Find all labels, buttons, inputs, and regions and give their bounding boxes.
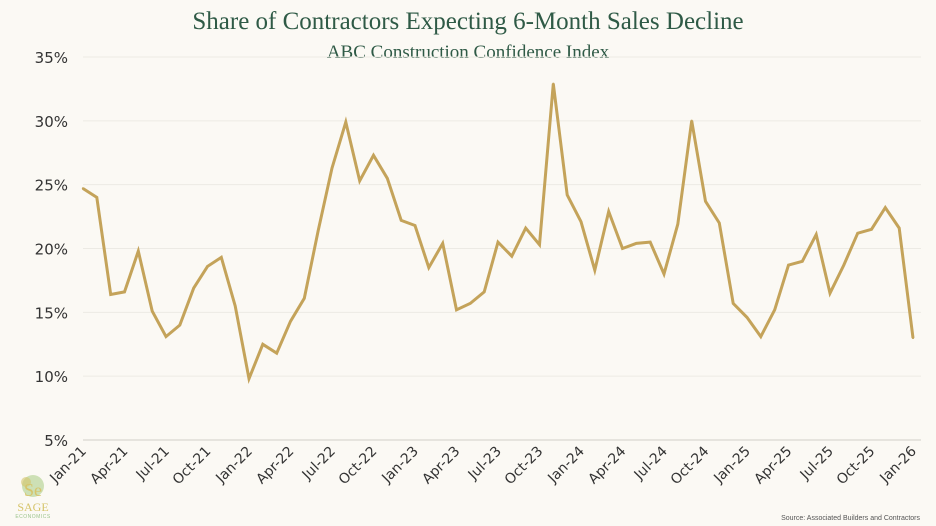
data-point [164, 335, 168, 338]
x-tick-label: Jan-25 [710, 444, 753, 487]
x-tick-label: Oct-25 [834, 444, 879, 489]
chart-title: Share of Contractors Expecting 6-Month S… [192, 8, 744, 35]
x-tick-label: Jul-21 [133, 444, 173, 484]
y-tick-label: 5% [44, 432, 68, 450]
data-point [358, 179, 361, 183]
x-tick-label: Apr-22 [253, 444, 297, 488]
x-tick-label: Jan-24 [544, 443, 588, 487]
source-note: Source: Associated Builders and Contract… [781, 515, 920, 522]
x-tick-label: Jul-25 [797, 444, 837, 484]
data-point [856, 231, 859, 235]
data-point [441, 242, 444, 245]
data-point [538, 243, 541, 246]
data-point [676, 223, 680, 226]
data-point [897, 226, 901, 230]
data-point [482, 290, 486, 294]
data-point [718, 221, 721, 225]
data-point [330, 166, 334, 170]
data-point [275, 351, 278, 355]
data-point [911, 336, 915, 340]
data-point [828, 291, 832, 295]
data-point [344, 120, 348, 124]
data-point [372, 154, 375, 157]
chart-subtitle: ABC Construction Confidence Index [326, 42, 610, 63]
data-point [206, 265, 209, 268]
logo-sub: ECONOMICS [15, 514, 51, 520]
data-point [510, 254, 514, 258]
y-tick-label: 25% [35, 177, 68, 195]
data-point [123, 290, 126, 294]
y-tick-label: 20% [35, 241, 68, 259]
data-point [427, 266, 431, 269]
data-point [801, 260, 804, 263]
data-point [579, 220, 583, 223]
data-point [842, 263, 846, 267]
data-point [773, 308, 776, 311]
data-point [496, 240, 500, 244]
x-tick-label: Jan-23 [378, 444, 421, 487]
x-tick-label: Apr-21 [87, 444, 131, 488]
y-tick-label: 15% [35, 304, 68, 322]
x-tick-label: Jul-24 [631, 443, 671, 483]
logo-word: SAGE [17, 500, 49, 514]
data-point [109, 293, 112, 296]
data-point [621, 247, 624, 250]
data-point [552, 82, 555, 86]
data-point [704, 200, 707, 203]
data-point [565, 193, 569, 197]
data-point [192, 286, 195, 290]
data-point [150, 309, 154, 313]
data-point [95, 196, 99, 199]
data-point [745, 316, 749, 319]
x-tick-label: Apr-24 [585, 443, 629, 487]
tree-icon: Se [21, 475, 44, 500]
x-tick-label: Oct-22 [336, 444, 381, 489]
data-point [870, 228, 873, 231]
x-tick-label: Jan-26 [876, 443, 920, 487]
data-point [814, 233, 818, 236]
y-tick-label: 10% [35, 368, 68, 386]
data-point [524, 226, 527, 230]
data-point [635, 242, 638, 245]
y-tick-label: 30% [35, 113, 68, 131]
data-point [607, 210, 610, 213]
data-point [289, 320, 292, 323]
data-point [884, 206, 887, 209]
x-tick-label: Oct-23 [502, 444, 547, 489]
series-line [82, 83, 915, 385]
data-point [731, 302, 735, 305]
x-tick-label: Apr-23 [419, 444, 463, 488]
y-tick-label: 35% [35, 49, 68, 67]
data-point [247, 377, 251, 380]
data-point [316, 229, 320, 232]
data-point [137, 249, 140, 253]
data-point [787, 263, 790, 267]
data-point [303, 297, 306, 300]
data-point [759, 335, 763, 338]
x-tick-label: Jan-22 [212, 444, 255, 487]
data-point [220, 256, 223, 259]
x-tick-label: Oct-21 [170, 444, 215, 489]
data-point [455, 308, 458, 311]
data-point [178, 323, 182, 327]
data-point [593, 269, 597, 272]
data-point [648, 240, 652, 244]
x-tick-label: Oct-24 [668, 443, 713, 488]
data-point [690, 119, 693, 123]
x-tick-label: Jul-22 [299, 444, 339, 484]
svg-text:Se: Se [24, 480, 42, 500]
data-point [413, 224, 417, 227]
sage-economics-logo: Se SAGE ECONOMICS [8, 472, 58, 522]
data-point [81, 187, 85, 190]
x-tick-label: Jul-23 [465, 444, 505, 484]
data-point [386, 177, 389, 180]
data-point [233, 304, 237, 308]
x-tick-label: Apr-25 [751, 444, 795, 488]
data-point [469, 302, 472, 305]
data-point [399, 219, 403, 222]
data-point [261, 343, 265, 346]
data-point [662, 272, 666, 276]
